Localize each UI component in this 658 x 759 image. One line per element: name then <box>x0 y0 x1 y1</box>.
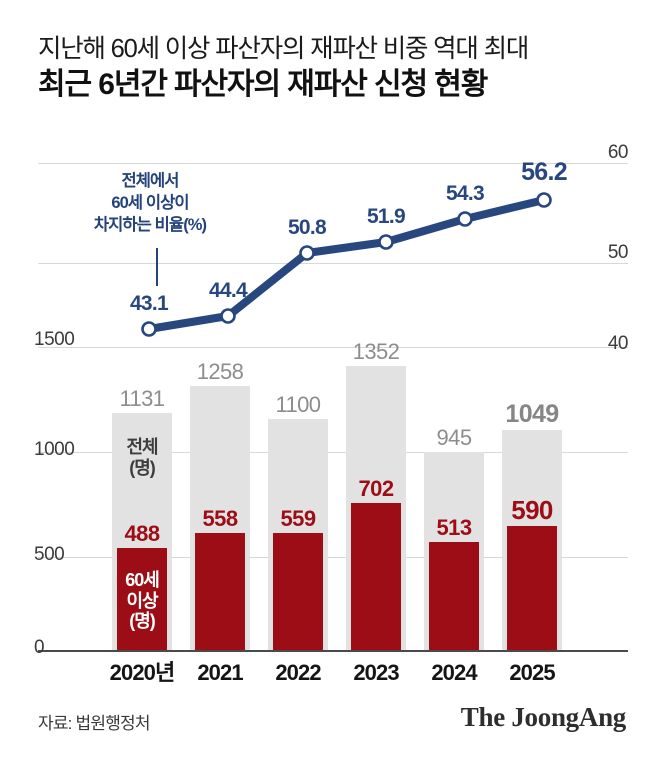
line-marker-2025 <box>536 192 552 208</box>
total-caption-line-1: 전체 <box>126 437 158 457</box>
bar-tick-0: 0 <box>34 637 45 658</box>
senior-bar-2023 <box>351 503 401 650</box>
x-label-2022: 2022 <box>275 660 321 685</box>
line-value-2024: 54.3 <box>445 182 485 205</box>
bar-gridline-1000 <box>38 452 628 453</box>
senior-value-2021: 558 <box>202 506 239 531</box>
header: 지난해 60세 이상 파산자의 재파산 비중 역대 최대 최근 6년간 파산자의… <box>38 34 628 103</box>
line-tick-60: 60 <box>607 142 629 163</box>
ratio-line-path <box>145 196 548 333</box>
kicker-text: 지난해 60세 이상 파산자의 재파산 비중 역대 최대 <box>38 35 529 63</box>
line-tick-50: 50 <box>607 242 629 263</box>
line-gridline-50 <box>38 263 628 264</box>
source-note: 자료: 법원행정처 <box>38 714 151 733</box>
line-marker-2022 <box>299 245 315 261</box>
line-marker-2023 <box>378 234 394 250</box>
total-series-caption: 전체 (명) <box>112 437 172 478</box>
x-label-2021: 2021 <box>197 660 243 685</box>
bar-tick-500: 500 <box>34 544 65 565</box>
bar-tick-1500: 1500 <box>34 329 75 350</box>
line-value-2025: 56.2 <box>521 158 568 186</box>
senior-bar-2020 <box>117 548 167 650</box>
annotation-line-3: 차지하는 비율(%) <box>93 216 207 235</box>
line-value-2022: 50.8 <box>287 216 327 239</box>
ratio-annotation: 전체에서 60세 이상이 차지하는 비율(%) <box>60 170 240 236</box>
publisher-logo: The JoongAng <box>460 702 627 732</box>
senior-value-2023: 702 <box>358 476 395 501</box>
senior-value-2020: 488 <box>124 521 161 546</box>
senior-value-2025: 590 <box>511 495 553 525</box>
annotation-line-1: 전체에서 <box>121 172 179 190</box>
senior-value-2022: 559 <box>280 506 317 531</box>
x-label-2024: 2024 <box>431 660 477 685</box>
x-label-2025: 2025 <box>509 660 555 685</box>
annotation-line-2: 60세 이상이 <box>111 194 189 213</box>
line-marker-2021 <box>220 308 236 324</box>
line-value-2023: 51.9 <box>366 205 406 228</box>
bar-tick-1000: 1000 <box>34 439 75 460</box>
total-value-2023: 1352 <box>352 339 400 364</box>
line-gridline-60 <box>38 163 628 164</box>
line-value-2021: 44.4 <box>208 279 248 302</box>
senior-caption-line-1: 60세 <box>125 570 160 590</box>
line-gridline-40 <box>38 347 628 348</box>
line-tick-40: 40 <box>607 333 629 354</box>
senior-bar-2024 <box>429 542 479 650</box>
senior-bar-2022 <box>273 533 323 650</box>
line-marker-2024 <box>457 211 473 227</box>
senior-caption-line-2: 이상 <box>126 590 158 611</box>
total-caption-line-2: (명) <box>129 457 156 478</box>
total-value-2025: 1049 <box>505 400 559 428</box>
senior-caption-line-3: (명) <box>129 611 156 632</box>
line-value-2020: 43.1 <box>129 292 169 315</box>
senior-bar-2021 <box>195 533 245 650</box>
total-value-2024: 945 <box>436 425 473 450</box>
x-label-2023: 2023 <box>353 660 399 685</box>
senior-bar-2025 <box>507 526 557 650</box>
line-marker-2020 <box>141 321 157 337</box>
x-label-2020: 2020년 <box>109 660 176 685</box>
total-value-2020: 1131 <box>119 386 166 411</box>
bar-baseline-axis <box>38 650 628 652</box>
page-title: 최근 6년간 파산자의 재파산 신청 현황 <box>38 68 488 102</box>
total-value-2022: 1100 <box>275 392 322 417</box>
ratio-line-series <box>141 192 552 337</box>
senior-value-2024: 513 <box>436 515 473 540</box>
bar-gridline-500 <box>38 557 628 558</box>
senior-series-caption: 60세 이상 (명) <box>112 570 172 632</box>
ratio-line-markers <box>141 192 552 337</box>
total-value-2021: 1258 <box>196 359 244 384</box>
